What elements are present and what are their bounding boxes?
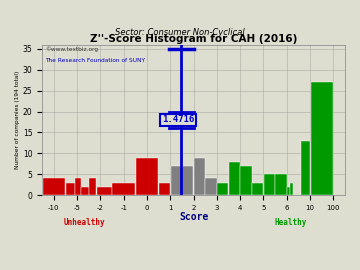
Bar — [171, 166, 182, 195]
Text: Sector: Consumer Non-Cyclical: Sector: Consumer Non-Cyclical — [115, 28, 245, 37]
Bar — [66, 183, 75, 195]
Bar — [229, 162, 240, 195]
Bar — [182, 166, 193, 195]
Text: The Research Foundation of SUNY: The Research Foundation of SUNY — [45, 58, 145, 63]
Bar — [194, 158, 205, 195]
Bar — [112, 183, 135, 195]
Text: Healthy: Healthy — [274, 218, 307, 227]
Bar — [252, 183, 263, 195]
Bar — [217, 183, 228, 195]
Bar — [97, 187, 112, 195]
X-axis label: Score: Score — [179, 212, 208, 222]
Text: ©www.textbiz.org: ©www.textbiz.org — [45, 46, 98, 52]
Bar — [42, 178, 65, 195]
Bar — [81, 187, 89, 195]
Text: Unhealthy: Unhealthy — [64, 218, 105, 227]
Bar — [240, 166, 252, 195]
Title: Z''-Score Histogram for CAH (2016): Z''-Score Histogram for CAH (2016) — [90, 34, 297, 44]
Bar — [136, 158, 158, 195]
Bar — [159, 183, 170, 195]
Bar — [75, 178, 81, 195]
Bar — [89, 178, 96, 195]
Bar — [287, 187, 290, 195]
Bar — [275, 174, 287, 195]
Text: 1.4716: 1.4716 — [162, 116, 194, 124]
Bar — [264, 174, 275, 195]
Y-axis label: Number of companies (194 total): Number of companies (194 total) — [15, 71, 20, 169]
Bar — [311, 82, 333, 195]
Bar — [206, 178, 217, 195]
Bar — [301, 141, 310, 195]
Bar — [290, 183, 293, 195]
